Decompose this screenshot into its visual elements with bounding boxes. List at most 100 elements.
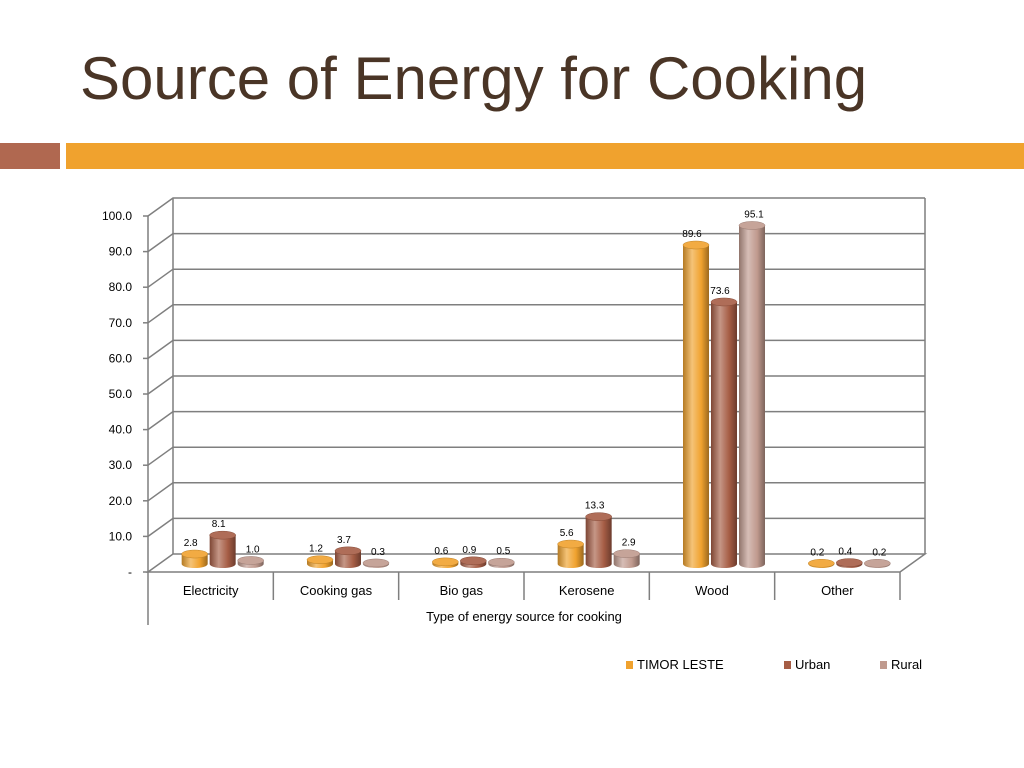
legend-item: Urban — [784, 657, 830, 672]
bar — [362, 558, 390, 568]
y-tick-label: 40.0 — [109, 423, 133, 437]
bar-top — [209, 530, 236, 540]
bar-top — [362, 558, 390, 568]
x-tick-label: Electricity — [183, 583, 239, 598]
data-label: 2.8 — [184, 538, 198, 549]
bar-body — [557, 544, 584, 568]
y-tick-label: 70.0 — [109, 316, 133, 330]
gridline — [147, 446, 925, 466]
bar-top — [864, 559, 891, 568]
bar — [557, 539, 584, 568]
bar — [738, 221, 766, 568]
legend-swatch — [880, 661, 887, 669]
bar — [808, 559, 835, 568]
legend-item: TIMOR LESTE — [626, 657, 724, 672]
bar-top — [710, 297, 738, 307]
data-label: 5.6 — [560, 528, 574, 539]
y-tick-label: 60.0 — [109, 351, 133, 365]
bar-top — [237, 556, 264, 565]
gridline — [147, 232, 925, 253]
data-label: 0.6 — [434, 546, 448, 557]
data-label: 73.6 — [710, 286, 730, 297]
data-label: 1.0 — [246, 544, 260, 555]
gridline — [147, 268, 925, 288]
data-label: 8.1 — [212, 519, 226, 530]
y-tick-label: 90.0 — [109, 245, 133, 259]
bar-body — [711, 301, 737, 568]
legend-swatch — [784, 661, 791, 669]
x-tick-label: Kerosene — [559, 583, 615, 598]
bar-top — [334, 546, 362, 556]
bar — [585, 512, 612, 568]
bar-top — [613, 549, 640, 558]
legend-label: TIMOR LESTE — [637, 657, 724, 672]
y-tick-label: 10.0 — [109, 529, 133, 543]
data-label: 0.2 — [810, 547, 824, 558]
data-label: 0.2 — [872, 547, 886, 558]
bar — [209, 530, 236, 568]
legend-label: Rural — [891, 657, 922, 672]
bar — [432, 557, 459, 568]
chart-gridlines — [147, 197, 925, 538]
data-label: 0.3 — [371, 547, 385, 558]
data-label: 13.3 — [585, 501, 605, 512]
bar-body — [739, 225, 765, 568]
gridline — [147, 482, 925, 502]
y-tick-label: 30.0 — [109, 458, 133, 472]
bar — [488, 557, 515, 568]
gridline — [147, 197, 925, 217]
y-tick-label: 50.0 — [109, 387, 133, 401]
data-label: 95.1 — [744, 209, 764, 220]
y-tick-label: 80.0 — [109, 280, 133, 294]
data-label: 0.9 — [462, 545, 476, 556]
bar-body — [585, 516, 612, 568]
bar — [237, 556, 264, 568]
bar — [864, 559, 891, 568]
data-label: 1.2 — [309, 544, 323, 555]
gridline — [147, 375, 925, 395]
page-title: Source of Energy for Cooking — [80, 45, 868, 112]
y-tick-label: 100.0 — [102, 209, 132, 223]
bar-top — [432, 557, 459, 567]
bar-top — [181, 549, 208, 559]
bar-top — [585, 512, 612, 521]
chart-legend: TIMOR LESTE Urban Rural — [626, 657, 922, 672]
bar-body — [335, 550, 361, 568]
data-label: 3.7 — [337, 535, 351, 546]
y-tick-label: - — [128, 565, 132, 579]
bar — [460, 556, 487, 568]
bar — [710, 297, 738, 568]
chart-bars — [181, 221, 891, 569]
chart-walls — [145, 198, 928, 573]
x-tick-label: Bio gas — [440, 583, 484, 598]
data-label: 2.9 — [622, 538, 636, 549]
bar-top — [682, 240, 710, 250]
gridline — [147, 339, 925, 360]
title-accent-band-right — [66, 143, 1024, 169]
y-tick-label: 20.0 — [109, 494, 133, 508]
legend-item: Rural — [880, 657, 922, 672]
bar-top — [557, 539, 584, 549]
bar — [836, 558, 863, 568]
data-label: 89.6 — [682, 229, 702, 240]
x-tick-label: Wood — [695, 583, 729, 598]
bar-top — [738, 221, 766, 230]
data-label: 0.5 — [496, 546, 510, 557]
bar-top — [808, 559, 835, 568]
bar-top — [488, 557, 515, 567]
x-axis-title: Type of energy source for cooking — [426, 609, 622, 624]
gridline — [147, 304, 925, 324]
legend-label: Urban — [795, 657, 830, 672]
legend-swatch — [626, 661, 633, 669]
bar-body — [209, 535, 236, 568]
title-accent-band-left — [0, 143, 60, 169]
bar-body — [683, 245, 709, 569]
bar — [306, 555, 334, 568]
data-label: 0.4 — [838, 547, 852, 558]
x-tick-label: Cooking gas — [300, 583, 373, 598]
bar-top — [460, 556, 487, 566]
bar-top — [306, 555, 334, 564]
x-axis: Electricity Cooking gas Bio gas Kerosene Woo… — [147, 572, 901, 625]
bar — [613, 549, 640, 568]
